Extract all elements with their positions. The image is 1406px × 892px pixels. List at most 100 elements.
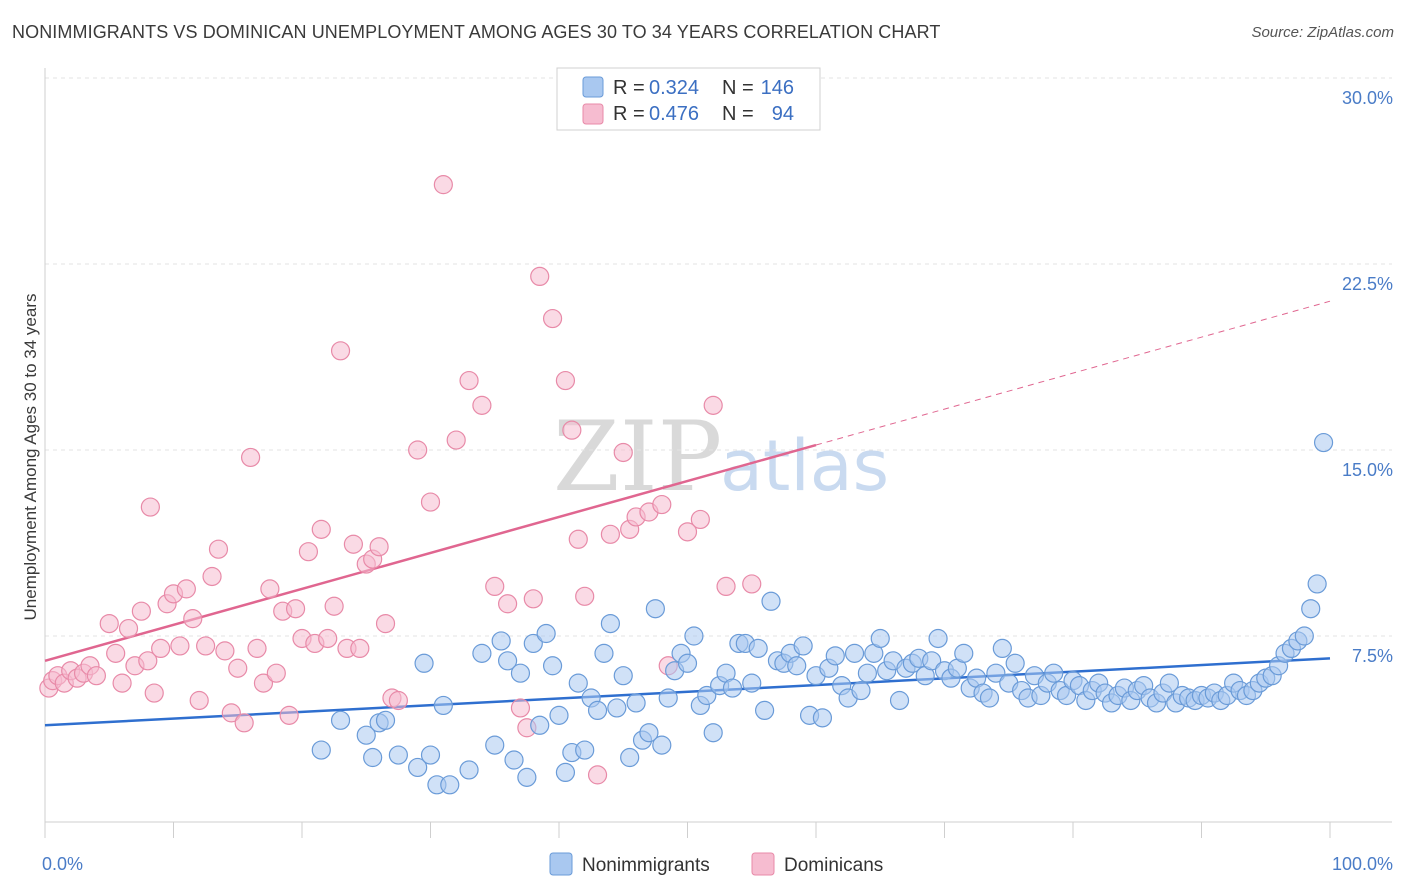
point-nonimmigrants-22 <box>530 715 550 735</box>
point-dominicans-55 <box>388 690 408 711</box>
point-dominicans-12 <box>118 618 139 639</box>
point-dominicans-41 <box>298 542 319 562</box>
point-dominicans-36 <box>266 663 286 683</box>
legend-r-value-2: 0.476 <box>649 103 699 125</box>
point-dominicans-70 <box>562 420 582 440</box>
point-nonimmigrants-31 <box>587 700 608 721</box>
point-nonimmigrants-49 <box>703 723 723 743</box>
point-dominicans-68 <box>542 308 563 329</box>
point-nonimmigrants-102 <box>1044 663 1064 683</box>
point-dominicans-46 <box>330 341 351 361</box>
bottom-legend-swatch-dominicans <box>751 852 775 876</box>
point-dominicans-31 <box>234 713 254 733</box>
legend-n-label-1: N = <box>722 77 754 99</box>
point-nonimmigrants-78 <box>889 690 910 711</box>
bottom-legend-label-nonimmigrants: Nonimmigrants <box>582 855 710 876</box>
point-nonimmigrants-141 <box>1294 626 1314 646</box>
point-nonimmigrants-56 <box>748 638 768 659</box>
point-dominicans-81 <box>677 522 698 542</box>
point-dominicans-24 <box>189 690 209 711</box>
point-dominicans-75 <box>613 442 633 463</box>
point-dominicans-14 <box>131 601 151 621</box>
point-dominicans-83 <box>703 395 723 415</box>
point-dominicans-49 <box>350 638 370 659</box>
series-nonimmigrants <box>311 432 1334 795</box>
point-nonimmigrants-12 <box>440 775 460 795</box>
point-dominicans-69 <box>555 370 576 391</box>
y-tick-label-3: 30.0% <box>1342 88 1393 108</box>
point-nonimmigrants-144 <box>1313 432 1334 453</box>
point-nonimmigrants-33 <box>600 613 621 634</box>
point-nonimmigrants-41 <box>652 735 672 755</box>
point-nonimmigrants-94 <box>992 638 1012 659</box>
point-dominicans-85 <box>742 574 762 594</box>
point-nonimmigrants-23 <box>536 623 556 644</box>
correlation-legend: R = 0.324 N = 146 R = 0.476 N = 94 <box>556 67 821 131</box>
point-nonimmigrants-36 <box>620 747 640 768</box>
point-dominicans-71 <box>568 529 588 549</box>
point-dominicans-79 <box>652 494 672 515</box>
point-nonimmigrants-16 <box>491 631 511 651</box>
point-nonimmigrants-68 <box>825 646 845 666</box>
point-nonimmigrants-52 <box>722 678 743 698</box>
point-nonimmigrants-13 <box>459 760 479 780</box>
point-dominicans-58 <box>433 175 453 195</box>
x-tick-label-0: 0.0% <box>42 854 83 874</box>
legend-r-label-1: R = <box>613 77 645 99</box>
point-nonimmigrants-29 <box>575 740 595 760</box>
y-tick-label-2: 22.5% <box>1342 274 1393 294</box>
point-dominicans-59 <box>446 430 466 450</box>
point-nonimmigrants-6 <box>388 745 408 765</box>
point-nonimmigrants-57 <box>754 700 775 721</box>
legend-swatch-blue <box>582 76 604 98</box>
legend-r-label-2: R = <box>613 103 645 125</box>
point-dominicans-9 <box>99 613 119 634</box>
point-nonimmigrants-32 <box>594 643 614 663</box>
point-nonimmigrants-93 <box>986 663 1006 683</box>
point-dominicans-53 <box>375 613 396 634</box>
bottom-legend-swatch-nonimmigrants <box>549 852 573 876</box>
point-nonimmigrants-3 <box>363 747 383 768</box>
point-dominicans-44 <box>318 628 338 649</box>
y-axis-label: Unemployment Among Ages 30 to 34 years <box>21 294 40 621</box>
point-dominicans-72 <box>575 586 595 606</box>
point-dominicans-64 <box>510 698 531 718</box>
point-dominicans-39 <box>285 599 306 619</box>
point-dominicans-45 <box>324 596 344 616</box>
point-nonimmigrants-7 <box>408 757 428 778</box>
point-nonimmigrants-35 <box>613 666 633 686</box>
point-nonimmigrants-83 <box>922 651 942 671</box>
series-legend: Nonimmigrants Dominicans <box>549 852 883 876</box>
point-dominicans-25 <box>196 636 216 656</box>
point-nonimmigrants-88 <box>954 643 974 663</box>
source-label: Source: ZipAtlas.com <box>1251 24 1394 41</box>
point-dominicans-29 <box>221 703 241 723</box>
point-nonimmigrants-14 <box>472 643 492 663</box>
point-nonimmigrants-92 <box>979 688 1000 708</box>
point-dominicans-15 <box>138 651 158 671</box>
point-nonimmigrants-37 <box>626 693 646 713</box>
gridlines <box>45 77 1392 637</box>
point-dominicans-30 <box>228 658 248 678</box>
point-dominicans-48 <box>343 534 363 554</box>
point-nonimmigrants-84 <box>928 628 948 649</box>
point-dominicans-28 <box>215 641 235 661</box>
point-nonimmigrants-96 <box>1005 653 1025 673</box>
point-dominicans-66 <box>523 589 543 609</box>
point-nonimmigrants-40 <box>645 599 665 619</box>
point-dominicans-23 <box>183 609 203 629</box>
point-nonimmigrants-66 <box>812 708 833 728</box>
point-dominicans-60 <box>459 370 479 391</box>
point-nonimmigrants-34 <box>607 698 627 718</box>
chart-title: NONIMMIGRANTS VS DOMINICAN UNEMPLOYMENT … <box>12 22 941 42</box>
x-tick-label-1: 100.0% <box>1332 854 1393 874</box>
y-tick-label-1: 15.0% <box>1342 460 1393 480</box>
point-nonimmigrants-8 <box>414 653 434 673</box>
legend-n-value-2: 94 <box>772 103 794 125</box>
legend-r-value-1: 0.324 <box>649 77 699 99</box>
point-nonimmigrants-9 <box>420 745 441 765</box>
point-dominicans-67 <box>530 266 550 286</box>
point-dominicans-10 <box>106 643 126 663</box>
point-dominicans-35 <box>260 579 280 599</box>
